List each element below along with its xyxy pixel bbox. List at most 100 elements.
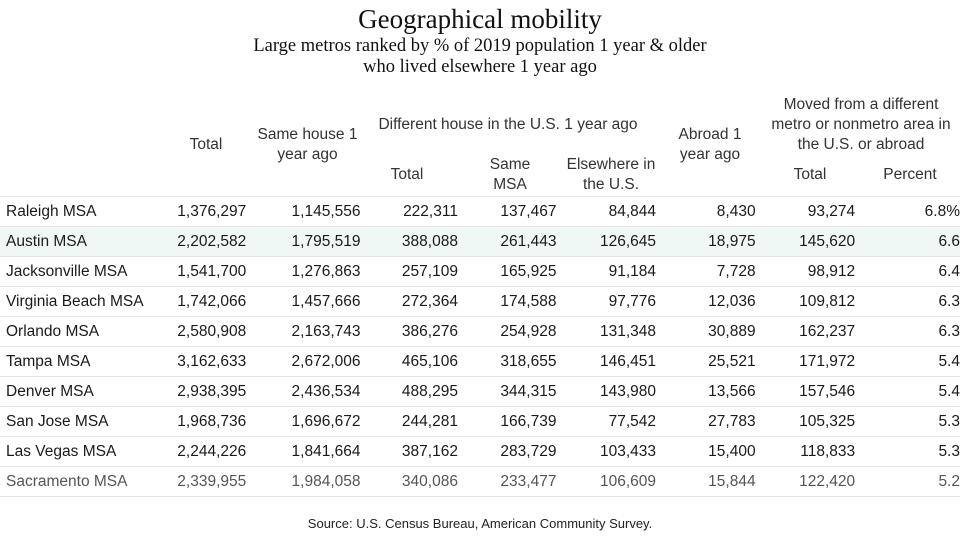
table-row: Denver MSA 2,938,395 2,436,534 488,295 344,3… (0, 376, 960, 407)
header-elsewhere: Elsewhere in the U.S. (566, 156, 656, 193)
cell-percent: 6.4 (855, 256, 960, 287)
cell-elsewhere: 131,348 (556, 316, 657, 347)
cell-total: 2,938,395 (162, 376, 247, 407)
cell-elsewhere: 143,980 (556, 376, 657, 407)
cell-moved-total: 122,420 (755, 466, 856, 497)
cell-name: Virginia Beach MSA (0, 286, 163, 317)
source-note: Source: U.S. Census Bureau, American Com… (307, 516, 653, 531)
cell-percent: 5.4 (855, 376, 960, 407)
table-row: Tampa MSA 3,162,633 2,672,006 465,106 318,65… (0, 346, 960, 377)
cell-elsewhere: 84,844 (556, 196, 657, 227)
cell-elsewhere: 126,645 (556, 226, 657, 257)
cell-moved-total: 93,274 (755, 196, 856, 227)
cell-same-house: 2,436,534 (246, 376, 361, 407)
cell-name: Denver MSA (0, 376, 163, 407)
cell-moved-total: 171,972 (755, 346, 856, 377)
cell-abroad: 18,975 (656, 226, 756, 257)
cell-same-house: 1,795,519 (246, 226, 361, 257)
cell-name: Tampa MSA (0, 346, 163, 377)
cell-name: San Jose MSA (0, 406, 163, 437)
cell-same-msa: 137,467 (457, 196, 557, 227)
cell-elsewhere: 103,433 (556, 436, 657, 467)
cell-same-msa: 233,477 (457, 466, 557, 497)
cell-elsewhere: 91,184 (556, 256, 657, 287)
table-row: Orlando MSA 2,580,908 2,163,743 386,276 254,… (0, 316, 960, 347)
cell-same-house: 1,841,664 (246, 436, 361, 467)
header-different-house-group: Different house in the U.S. 1 year ago (378, 116, 638, 133)
cell-percent: 6.3 (855, 316, 960, 347)
cell-same-msa: 165,925 (457, 256, 557, 287)
cell-abroad: 7,728 (656, 256, 756, 287)
subtitle-line-1: Large metros ranked by % of 2019 populat… (253, 36, 707, 56)
cell-diff-total: 388,088 (360, 226, 458, 257)
chart-subtitle: Large metros ranked by % of 2019 populat… (0, 36, 960, 78)
cell-percent: 6.3 (855, 286, 960, 317)
table-row: Austin MSA 2,202,582 1,795,519 388,088 261,4… (0, 226, 960, 257)
cell-abroad: 27,783 (656, 406, 756, 437)
cell-moved-total: 145,620 (755, 226, 856, 257)
cell-abroad: 13,566 (656, 376, 756, 407)
cell-name: Austin MSA (0, 226, 163, 257)
cell-percent: 6.6 (855, 226, 960, 257)
cell-elsewhere: 146,451 (556, 346, 657, 377)
cell-percent: 5.3 (855, 406, 960, 437)
cell-abroad: 25,521 (656, 346, 756, 377)
cell-percent: 6.8% (855, 196, 960, 227)
cell-abroad: 30,889 (656, 316, 756, 347)
table-row: Jacksonville MSA 1,541,700 1,276,863 257,10… (0, 256, 960, 287)
header-moved-total: Total (793, 166, 827, 183)
cell-same-msa: 254,928 (457, 316, 557, 347)
cell-total: 1,376,297 (162, 196, 247, 227)
cell-elsewhere: 106,609 (556, 466, 657, 497)
table-row: Virginia Beach MSA 1,742,066 1,457,666 272,… (0, 286, 960, 317)
cell-same-house: 1,457,666 (246, 286, 361, 317)
cell-name: Raleigh MSA (0, 196, 163, 227)
cell-same-house: 2,163,743 (246, 316, 361, 347)
table-row: Sacramento MSA 2,339,955 1,984,058 340,086 2… (0, 466, 960, 497)
cell-same-msa: 283,729 (457, 436, 557, 467)
cell-moved-total: 109,812 (755, 286, 856, 317)
header-same-msa: Same MSA (489, 156, 531, 193)
cell-name: Orlando MSA (0, 316, 163, 347)
cell-same-house: 1,276,863 (246, 256, 361, 287)
cell-percent: 5.2 (855, 466, 960, 497)
cell-diff-total: 488,295 (360, 376, 458, 407)
cell-moved-total: 98,912 (755, 256, 856, 287)
cell-moved-total: 157,546 (755, 376, 856, 407)
cell-diff-total: 272,364 (360, 286, 458, 317)
cell-diff-total: 257,109 (360, 256, 458, 287)
mobility-table: Raleigh MSA 1,376,297 1,145,556 222,311 137,… (0, 196, 960, 497)
header-moved-group: Moved from a different metro or nonmetro… (771, 96, 951, 153)
table-row: Raleigh MSA 1,376,297 1,145,556 222,311 137,… (0, 196, 960, 227)
cell-total: 3,162,633 (162, 346, 247, 377)
cell-total: 2,339,955 (162, 466, 247, 497)
cell-elsewhere: 97,776 (556, 286, 657, 317)
cell-same-msa: 318,655 (457, 346, 557, 377)
cell-abroad: 15,400 (656, 436, 756, 467)
table-row: Las Vegas MSA 2,244,226 1,841,664 387,162 28… (0, 436, 960, 467)
cell-diff-total: 387,162 (360, 436, 458, 467)
cell-diff-total: 386,276 (360, 316, 458, 347)
cell-moved-total: 105,325 (755, 406, 856, 437)
cell-abroad: 15,844 (656, 466, 756, 497)
cell-same-msa: 174,588 (457, 286, 557, 317)
header-abroad: Abroad 1 year ago (678, 126, 742, 163)
cell-name: Sacramento MSA (0, 466, 163, 497)
header-same-house: Same house 1 year ago (257, 126, 358, 163)
cell-same-house: 2,672,006 (246, 346, 361, 377)
cell-diff-total: 222,311 (360, 196, 458, 227)
table-row: San Jose MSA 1,968,736 1,696,672 244,281 166… (0, 406, 960, 437)
cell-total: 2,202,582 (162, 226, 247, 257)
subtitle-line-2: who lived elsewhere 1 year ago (363, 57, 597, 77)
cell-diff-total: 465,106 (360, 346, 458, 377)
cell-same-house: 1,984,058 (246, 466, 361, 497)
cell-name: Jacksonville MSA (0, 256, 163, 287)
cell-total: 1,541,700 (162, 256, 247, 287)
table-body: Raleigh MSA 1,376,297 1,145,556 222,311 137,… (0, 196, 960, 497)
cell-total: 1,968,736 (162, 406, 247, 437)
cell-same-msa: 344,315 (457, 376, 557, 407)
cell-total: 2,244,226 (162, 436, 247, 467)
cell-same-msa: 261,443 (457, 226, 557, 257)
cell-elsewhere: 77,542 (556, 406, 657, 437)
cell-abroad: 12,036 (656, 286, 756, 317)
